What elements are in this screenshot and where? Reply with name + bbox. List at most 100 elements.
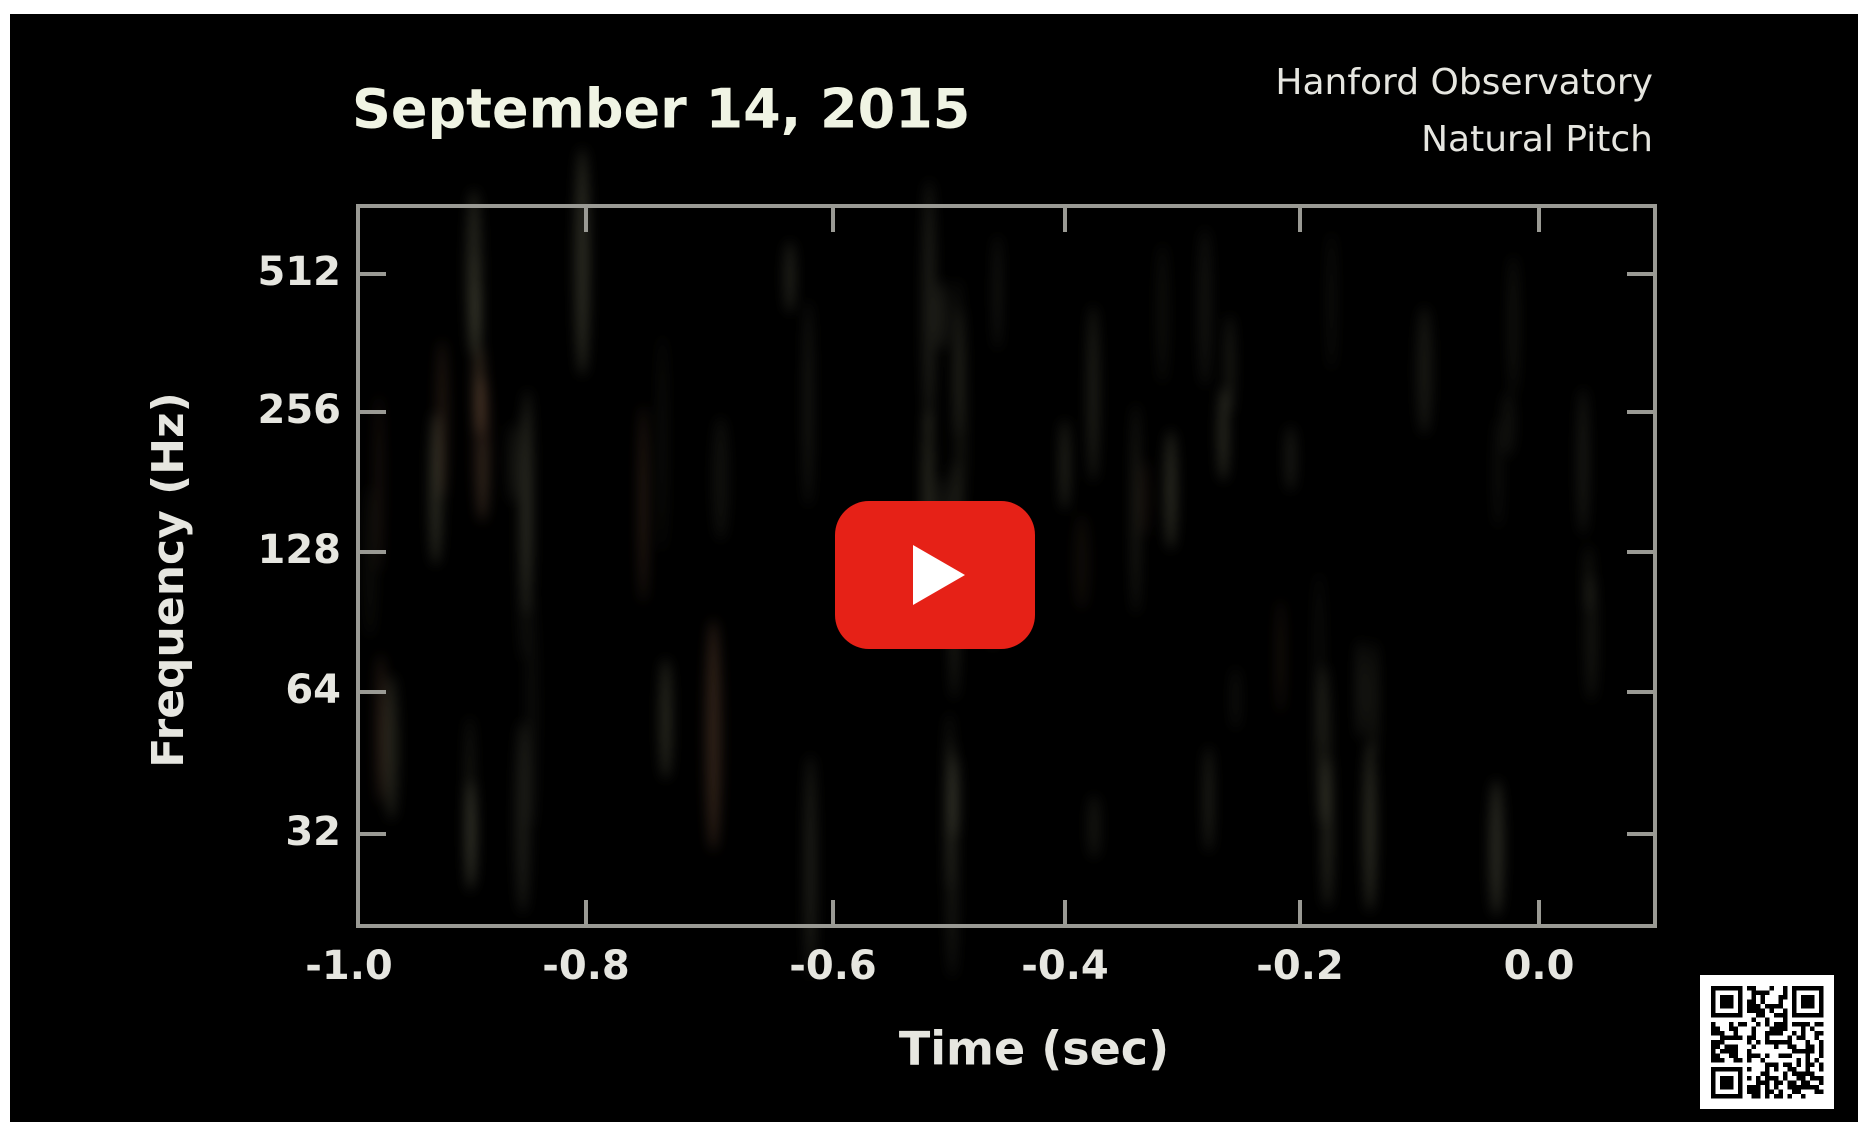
- qr-module: [1797, 1063, 1802, 1068]
- qr-module: [1774, 1067, 1779, 1072]
- qr-module: [1752, 986, 1757, 991]
- qr-module: [1725, 1036, 1730, 1041]
- spectrogram-streak: [1364, 743, 1376, 912]
- qr-module: [1756, 991, 1761, 996]
- qr-module: [1747, 986, 1752, 991]
- y-tick-label: 256: [258, 387, 342, 433]
- qr-module: [1815, 1022, 1820, 1027]
- qr-module: [1810, 1045, 1815, 1050]
- spectrogram-streak: [509, 423, 518, 503]
- qr-module: [1761, 1009, 1766, 1014]
- spectrogram-streak: [1357, 640, 1364, 740]
- qr-module: [1770, 1090, 1775, 1095]
- qr-module: [1792, 1067, 1797, 1072]
- qr-module: [1752, 1009, 1757, 1014]
- y-tick-label: 128: [258, 527, 342, 573]
- qr-module: [1774, 1040, 1779, 1045]
- spectrogram-streak: [1199, 228, 1212, 388]
- qr-module: [1765, 1094, 1770, 1099]
- qr-module: [1788, 1036, 1793, 1041]
- y-tick-label: 32: [285, 809, 341, 855]
- qr-module: [1792, 1031, 1797, 1036]
- qr-module: [1774, 1081, 1779, 1086]
- qr-module: [1801, 1031, 1806, 1036]
- video-player: September 14, 2015 Hanford Observatory N…: [0, 0, 1869, 1122]
- spectrogram-streak: [1417, 306, 1432, 435]
- qr-module: [1792, 1049, 1797, 1054]
- qr-module: [1774, 1031, 1779, 1036]
- qr-module: [1756, 1004, 1761, 1009]
- spectrogram-streak: [785, 241, 796, 313]
- qr-module: [1747, 1054, 1752, 1059]
- spectrogram-streak: [1074, 514, 1089, 609]
- spectrogram-streak: [659, 334, 667, 552]
- qr-module: [1819, 1040, 1824, 1045]
- qr-module: [1756, 1022, 1761, 1027]
- qr-module: [1725, 1045, 1730, 1050]
- qr-module: [1774, 1027, 1779, 1032]
- qr-module: [1761, 995, 1766, 1000]
- page: September 14, 2015 Hanford Observatory N…: [0, 0, 1869, 1122]
- qr-module: [1792, 1045, 1797, 1050]
- qr-module: [1765, 1018, 1770, 1023]
- qr-module: [1729, 1027, 1734, 1032]
- qr-module: [1779, 1090, 1784, 1095]
- qr-module: [1774, 1022, 1779, 1027]
- qr-module: [1774, 1094, 1779, 1099]
- qr-module: [1788, 1063, 1793, 1068]
- qr-module: [1779, 1040, 1784, 1045]
- qr-module: [1765, 1090, 1770, 1095]
- qr-module: [1770, 1040, 1775, 1045]
- spectrogram-streak: [1508, 255, 1518, 396]
- spectrogram-streak: [575, 148, 589, 376]
- spectrogram-streak: [1502, 392, 1515, 457]
- qr-module: [1711, 1031, 1716, 1036]
- qr-module: [1720, 1049, 1725, 1054]
- qr-module: [1788, 1045, 1793, 1050]
- x-tick-label: -0.2: [1256, 943, 1343, 989]
- qr-module: [1765, 1036, 1770, 1041]
- qr-module: [1716, 1031, 1721, 1036]
- qr-module: [1779, 1081, 1784, 1086]
- qr-module: [1752, 1004, 1757, 1009]
- qr-module: [1756, 1054, 1761, 1059]
- qr-module: [1752, 1090, 1757, 1095]
- qr-module: [1747, 1085, 1752, 1090]
- x-tick-label: -1.0: [305, 943, 392, 989]
- qr-module: [1747, 1040, 1752, 1045]
- qr-module: [1752, 1054, 1757, 1059]
- spectrogram-streak: [436, 340, 447, 499]
- qr-module: [1752, 1027, 1757, 1032]
- qr-module: [1756, 1009, 1761, 1014]
- qr-module: [1806, 1022, 1811, 1027]
- spectrogram-streak: [1232, 667, 1239, 730]
- qr-module: [1806, 1085, 1811, 1090]
- qr-module: [1711, 1022, 1716, 1027]
- qr-module: [1783, 1054, 1788, 1059]
- qr-module: [1765, 1063, 1770, 1068]
- spectrogram-streak: [1140, 460, 1150, 537]
- video-title: September 14, 2015: [352, 78, 970, 141]
- qr-module: [1801, 1081, 1806, 1086]
- x-tick-label: -0.6: [789, 943, 876, 989]
- qr-module: [1734, 1036, 1739, 1041]
- qr-module: [1806, 1045, 1811, 1050]
- spectrogram-streak: [1370, 641, 1377, 756]
- spectrogram-streak: [1489, 780, 1503, 916]
- qr-module: [1756, 1081, 1761, 1086]
- qr-module: [1761, 1013, 1766, 1018]
- qr-module: [1711, 1027, 1716, 1032]
- qr-module: [1761, 991, 1766, 996]
- qr-module: [1770, 986, 1775, 991]
- play-button[interactable]: [835, 501, 1035, 649]
- qr-module: [1788, 1067, 1793, 1072]
- spectrogram-streak: [1088, 795, 1100, 859]
- qr-module: [1752, 991, 1757, 996]
- observatory-label: Hanford Observatory: [1275, 62, 1653, 103]
- qr-module: [1720, 1040, 1725, 1045]
- qr-module: [1783, 1009, 1788, 1014]
- qr-module: [1783, 986, 1788, 991]
- qr-module: [1819, 1076, 1824, 1081]
- qr-module: [1792, 1085, 1797, 1090]
- qr-module: [1801, 1036, 1806, 1041]
